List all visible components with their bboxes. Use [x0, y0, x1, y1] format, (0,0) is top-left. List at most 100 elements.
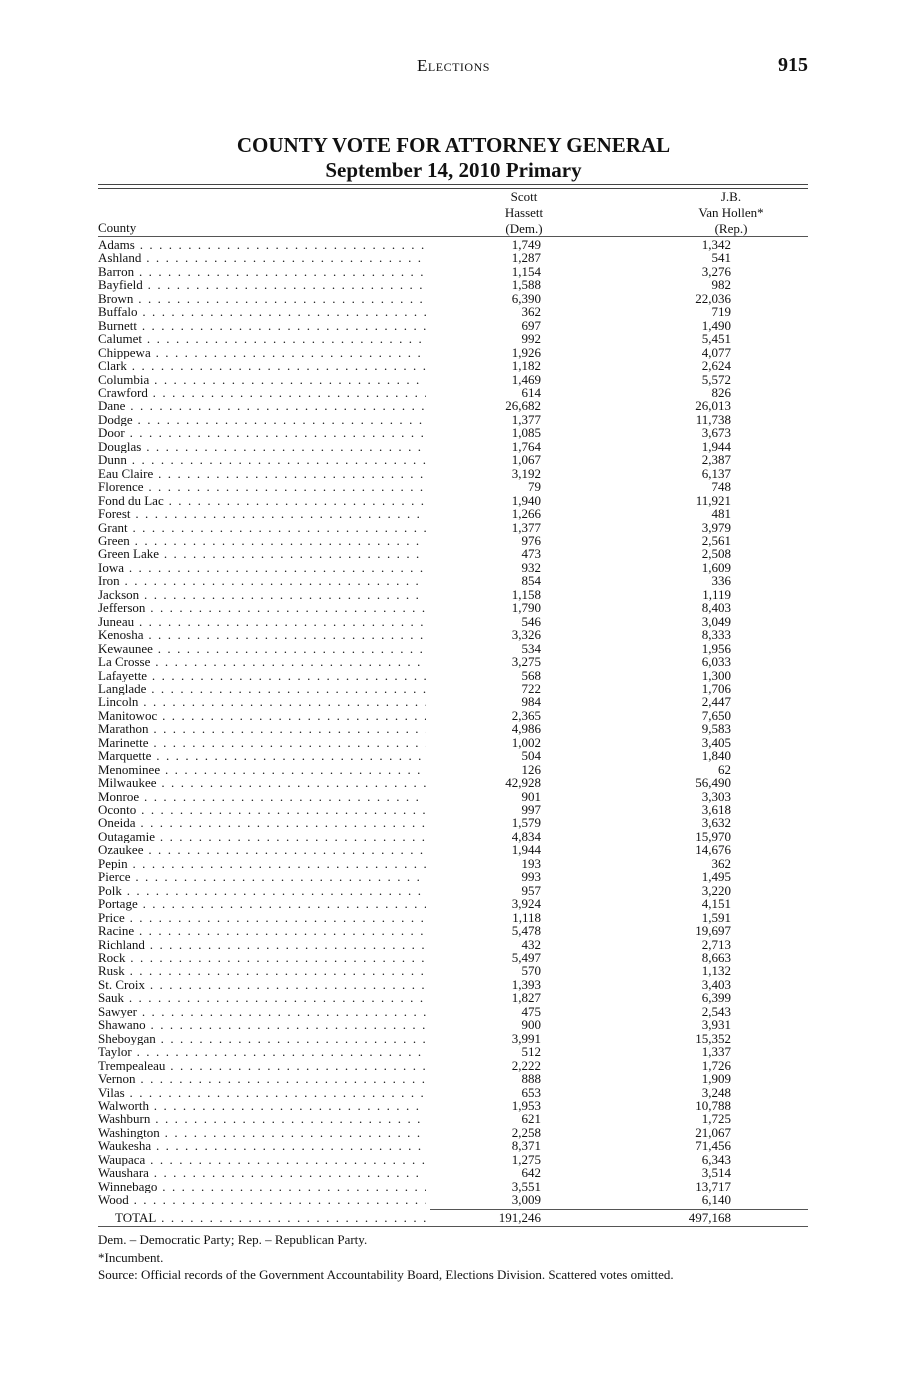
- table-row: Juneau 546 3,049: [98, 614, 808, 628]
- total-row: TOTAL 191,246 497,168: [98, 1211, 808, 1225]
- county-name: Burnett: [98, 319, 426, 332]
- rep-votes: 748: [711, 479, 732, 495]
- county-name: Washburn: [98, 1112, 426, 1125]
- table-row: Outagamie 4,834 15,970: [98, 828, 808, 844]
- dem-votes: 504: [521, 748, 542, 764]
- county-name: Buffalo: [98, 305, 426, 318]
- table-row: Pepin 193 362: [98, 856, 808, 870]
- table-row: Kenosha 3,326 8,333: [98, 627, 808, 643]
- rep-votes: 1,119: [702, 586, 731, 602]
- rep-votes: 13,717: [695, 1178, 731, 1194]
- rep-votes: 8,403: [701, 600, 731, 616]
- rep-votes: 1,840: [701, 748, 731, 764]
- table-row: Jackson 1,158 1,119: [98, 586, 808, 602]
- table-row: Buffalo 362 719: [98, 305, 808, 319]
- dem-votes: 1,926: [511, 344, 541, 360]
- dem-votes: 8,371: [511, 1138, 541, 1154]
- dem-party: (Dem.): [505, 221, 543, 236]
- dem-votes: 1,158: [511, 586, 541, 602]
- county-name: Kewaunee: [98, 642, 426, 655]
- rep-votes: 4,151: [701, 896, 731, 912]
- rep-votes: 6,140: [701, 1192, 731, 1208]
- dem-votes: 2,222: [511, 1057, 541, 1073]
- county-name: Dodge: [98, 413, 426, 426]
- county-name: La Crosse: [98, 655, 426, 668]
- dem-votes: 1,469: [511, 371, 541, 387]
- county-name: Racine: [98, 924, 426, 937]
- county-name: Menominee: [98, 763, 426, 776]
- county-name: Adams: [98, 238, 426, 251]
- dem-votes: 534: [521, 640, 542, 656]
- county-name: Marinette: [98, 736, 426, 749]
- table-header: County Scott Hassett (Dem.) J.B. Van Hol…: [98, 189, 808, 237]
- dem-votes: 3,924: [511, 896, 541, 912]
- rep-votes: 3,220: [701, 882, 731, 898]
- rep-votes: 21,067: [695, 1124, 731, 1140]
- table-row: Oneida 1,579 3,632: [98, 815, 808, 831]
- dem-votes: 568: [521, 667, 542, 683]
- table-row: Iron 854 336: [98, 574, 808, 588]
- table-row: Waupaca 1,275 6,343: [98, 1152, 808, 1166]
- rep-votes: 1,706: [701, 680, 731, 696]
- county-name: Washington: [98, 1126, 426, 1139]
- table-row: Brown 6,390 22,036: [98, 291, 808, 305]
- table-row: St. Croix 1,393 3,403: [98, 977, 808, 991]
- county-name: Langlade: [98, 682, 426, 695]
- table-row: Dodge 1,377 11,738: [98, 411, 808, 427]
- dem-votes: 1,118: [512, 909, 541, 925]
- table-row: Price 1,118 1,591: [98, 909, 808, 925]
- table-row: Dane 26,682 26,013: [98, 399, 808, 413]
- county-name: Forest: [98, 507, 426, 520]
- rep-votes: 541: [711, 250, 732, 266]
- dem-votes: 614: [521, 384, 542, 400]
- rep-votes: 62: [718, 761, 731, 777]
- dem-votes: 653: [521, 1084, 542, 1100]
- dem-votes: 1,377: [511, 519, 541, 535]
- rep-votes: 6,137: [701, 465, 731, 481]
- county-name: Lafayette: [98, 669, 426, 682]
- rep-votes: 2,561: [701, 532, 731, 548]
- table-row: Green 976 2,561: [98, 532, 808, 548]
- county-header: County: [98, 220, 137, 235]
- county-name: Ozaukee: [98, 843, 426, 856]
- rep-votes: 826: [711, 384, 732, 400]
- dem-votes: 1,749: [511, 237, 541, 252]
- table-row: Bayfield 1,588 982: [98, 277, 808, 293]
- dem-votes: 1,827: [511, 990, 541, 1006]
- rep-votes: 3,931: [701, 1017, 731, 1033]
- rep-votes: 2,543: [701, 1003, 731, 1019]
- rep-votes: 11,738: [695, 411, 731, 427]
- table-row: Racine 5,478 19,697: [98, 924, 808, 938]
- county-name: Waupaca: [98, 1153, 426, 1166]
- dem-votes: 3,326: [511, 627, 541, 643]
- county-name: Waukesha: [98, 1139, 426, 1152]
- header-rule: [98, 236, 808, 237]
- table-row: Oconto 997 3,618: [98, 803, 808, 817]
- dem-votes: 1,377: [511, 411, 541, 427]
- table-row: Manitowoc 2,365 7,650: [98, 708, 808, 722]
- rep-votes: 3,248: [701, 1084, 731, 1100]
- table-row: Rock 5,497 8,663: [98, 951, 808, 965]
- table-row: Polk 957 3,220: [98, 882, 808, 898]
- rep-votes: 56,490: [695, 775, 731, 791]
- dem-votes: 79: [528, 479, 541, 495]
- dem-votes: 932: [521, 559, 542, 575]
- rep-votes: 3,632: [701, 815, 731, 831]
- rep-votes: 2,508: [701, 546, 731, 562]
- party-note: Dem. – Democratic Party; Rep. – Republic…: [98, 1232, 368, 1247]
- rep-header: J.B. Van Hollen* (Rep.): [651, 189, 811, 237]
- dem-votes: 1,940: [511, 492, 541, 508]
- county-name: Vernon: [98, 1072, 426, 1085]
- county-name: Rock: [98, 951, 426, 964]
- dem-votes: 4,986: [511, 721, 541, 737]
- table-row: Lincoln 984 2,447: [98, 695, 808, 709]
- dem-votes: 697: [521, 317, 542, 333]
- rep-votes: 15,970: [695, 828, 731, 844]
- dem-votes: 1,588: [511, 277, 541, 293]
- page-title: COUNTY VOTE FOR ATTORNEY GENERAL: [236, 133, 671, 157]
- double-rule: [98, 184, 808, 189]
- table-row: Barron 1,154 3,276: [98, 264, 808, 278]
- county-name: Brown: [98, 292, 426, 305]
- dem-votes: 126: [521, 761, 542, 777]
- dem-votes: 3,991: [511, 1030, 541, 1046]
